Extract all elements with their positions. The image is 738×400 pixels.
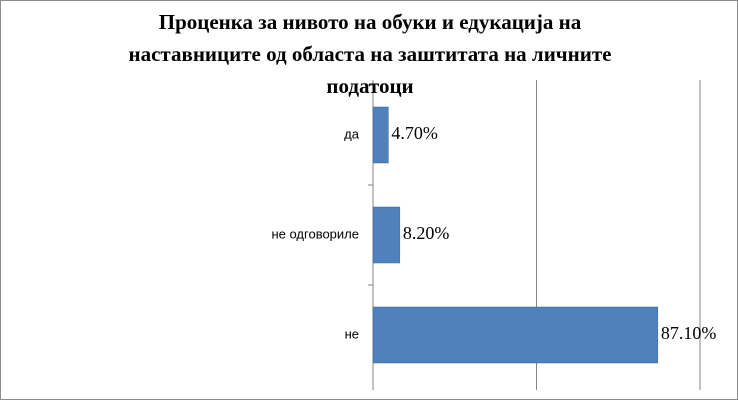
bar (372, 206, 401, 264)
bar (372, 306, 659, 364)
y-tick-label: не одговориле (271, 226, 359, 241)
y-tick-label: не (345, 326, 359, 341)
chart-title: Проценка за нивото на обуки и едукација … (128, 10, 612, 98)
value-label: 8.20% (403, 223, 450, 243)
value-label: 4.70% (391, 123, 438, 143)
value-label: 87.10% (661, 323, 717, 343)
y-tick-label: да (344, 126, 360, 141)
bar (372, 106, 389, 164)
